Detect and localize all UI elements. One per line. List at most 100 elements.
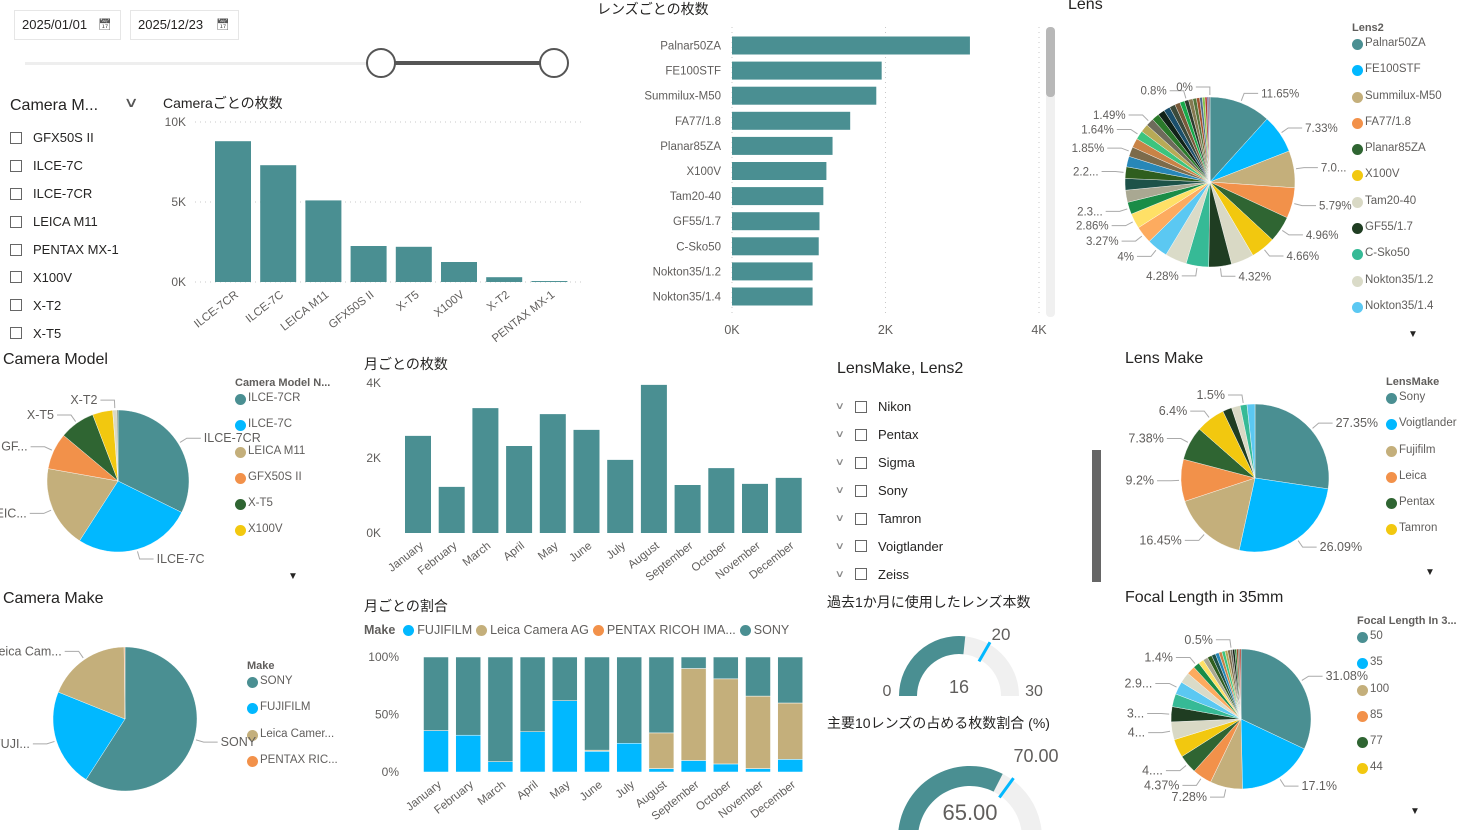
legend-item[interactable]: Palnar50ZA [1352,37,1442,65]
legend-item[interactable]: Leica Camer... [247,728,338,756]
lens-slicer-item[interactable]: ∨ Tamron [834,505,943,533]
legend-item[interactable]: Nokton35/1.4 [1352,300,1442,328]
legend-item[interactable]: Sony [1386,391,1457,419]
legend-item[interactable]: ILCE-7C [235,418,330,446]
legend-item[interactable]: X100V [235,523,330,551]
lens-slicer-item[interactable]: ∨ Nikon [834,393,943,421]
checkbox[interactable] [10,187,22,200]
pie-slice[interactable] [1240,648,1312,750]
legend-item[interactable]: FUJIFILM [247,701,338,729]
date-slider-start-handle[interactable] [366,48,396,78]
checkbox[interactable] [855,400,867,413]
calendar-icon[interactable]: 📅︎ [98,19,112,31]
legend-item[interactable]: PENTAX RIC... [247,754,338,782]
end-date-input[interactable]: 2025/12/23 📅︎ [130,10,239,40]
legend-item[interactable]: X-T5 [235,497,330,525]
legend-item[interactable]: C-Sko50 [1352,247,1442,275]
legend-item[interactable]: ILCE-7CR [235,392,330,420]
legend-item[interactable]: 100 [1357,683,1457,711]
legend-item[interactable]: Planar85ZA [1352,142,1442,170]
legend-item[interactable]: Tamron [1386,522,1457,550]
lens-bar-scrollbar[interactable] [1046,27,1055,317]
legend-item[interactable]: Pentax [1386,496,1457,524]
pie-slice[interactable] [1238,477,1329,553]
pie-slice[interactable] [79,480,182,553]
camera-slicer-item[interactable]: LEICA M11 [10,208,119,236]
pie-slice[interactable] [116,409,119,482]
chevron-down-icon[interactable]: ∨ [834,513,845,524]
lens-slicer-item[interactable]: ∨ Voigtlander [835,532,943,560]
camera-slicer-item[interactable]: GFX50S II [10,124,119,152]
legend-more-icon[interactable]: ▼ [1408,329,1418,340]
pie-slice[interactable] [117,409,190,513]
pie-slice[interactable] [123,646,126,720]
start-date-input[interactable]: 2025/01/01 📅︎ [14,10,121,40]
chevron-down-icon[interactable]: ∨ [834,457,845,469]
legend-item[interactable]: 35 [1357,656,1457,684]
legend-item[interactable]: GF55/1.7 [1352,221,1442,249]
legend-item[interactable]: SONY [247,675,338,703]
pie-slice[interactable] [1184,477,1256,551]
checkbox[interactable] [10,243,22,256]
checkbox[interactable] [855,568,867,581]
legend-item[interactable]: Leica [1386,470,1457,498]
legend-item[interactable]: Tam20-40 [1352,195,1442,223]
chevron-down-icon[interactable]: ∨ [834,401,845,413]
pie-slice[interactable] [1246,403,1256,479]
chevron-down-icon[interactable]: ∨ [834,485,845,497]
legend-item[interactable]: FE100STF [1352,63,1442,91]
camera-slicer-item[interactable]: ILCE-7CR [10,180,119,208]
lens-slicer-item[interactable]: ∨ Sony [834,477,943,505]
pie-slice[interactable] [1239,648,1242,720]
checkbox[interactable] [10,327,22,340]
pie-slice[interactable] [85,646,198,792]
checkbox[interactable] [855,540,867,553]
camera-slicer-item[interactable]: X-T5 [10,319,119,347]
checkbox[interactable] [855,456,867,469]
calendar-icon[interactable]: 📅︎ [216,19,230,31]
pie-slice[interactable] [1209,96,1268,183]
chevron-down-icon[interactable]: ∨ [834,429,845,441]
lens-slicer-item[interactable]: ∨ Sigma [834,449,943,477]
legend-item[interactable]: X100V [1352,168,1442,196]
checkbox[interactable] [10,299,22,312]
legend-item[interactable]: FA77/1.8 [1352,116,1442,144]
checkbox[interactable] [10,131,22,144]
lens-slicer-item[interactable]: ∨ Zeiss [834,560,943,588]
legend-more-icon[interactable]: ▼ [1425,567,1435,578]
pie-slice[interactable] [46,468,119,541]
checkbox[interactable] [855,428,867,441]
checkbox[interactable] [10,159,22,172]
legend-item[interactable]: Summilux-M50 [1352,90,1442,118]
legend-item[interactable]: Nokton35/1.2 [1352,274,1442,302]
lens-slicer-item[interactable]: ∨ Pentax [834,421,943,449]
lens-slicer-scrollbar[interactable] [1092,450,1101,582]
checkbox[interactable] [855,484,867,497]
legend-item[interactable]: 77 [1357,735,1457,763]
camera-slicer-item[interactable]: X-T2 [10,291,119,319]
legend-item[interactable]: Voigtlander [1386,417,1457,445]
legend-item[interactable]: Fujifilm [1386,444,1457,472]
legend-item[interactable]: GFX50S II [235,471,330,499]
scrollbar-thumb[interactable] [1046,27,1055,97]
legend-more-icon[interactable]: ▼ [1410,806,1420,817]
camera-slicer-item[interactable]: PENTAX MX-1 [10,236,119,264]
pie-slice[interactable] [52,691,126,780]
camera-slicer-item[interactable]: ILCE-7C [10,152,119,180]
chevron-down-icon[interactable]: ∨ [834,568,845,580]
date-slider-track[interactable] [25,62,567,65]
legend-item[interactable]: LEICA M11 [235,445,330,473]
pie-slice[interactable] [1240,718,1305,790]
legend-item[interactable]: 50 [1357,630,1457,658]
chevron-down-icon[interactable]: ∨ [123,94,139,110]
checkbox[interactable] [855,512,867,525]
checkbox[interactable] [10,215,22,228]
legend-item[interactable]: 44 [1357,761,1457,789]
checkbox[interactable] [10,271,22,284]
camera-slicer-item[interactable]: X100V [10,263,119,291]
legend-more-icon[interactable]: ▼ [288,571,298,582]
date-slider-end-handle[interactable] [539,48,569,78]
legend-item[interactable]: 85 [1357,709,1457,737]
pie-slice[interactable] [57,646,126,720]
pie-slice[interactable] [1254,403,1330,490]
